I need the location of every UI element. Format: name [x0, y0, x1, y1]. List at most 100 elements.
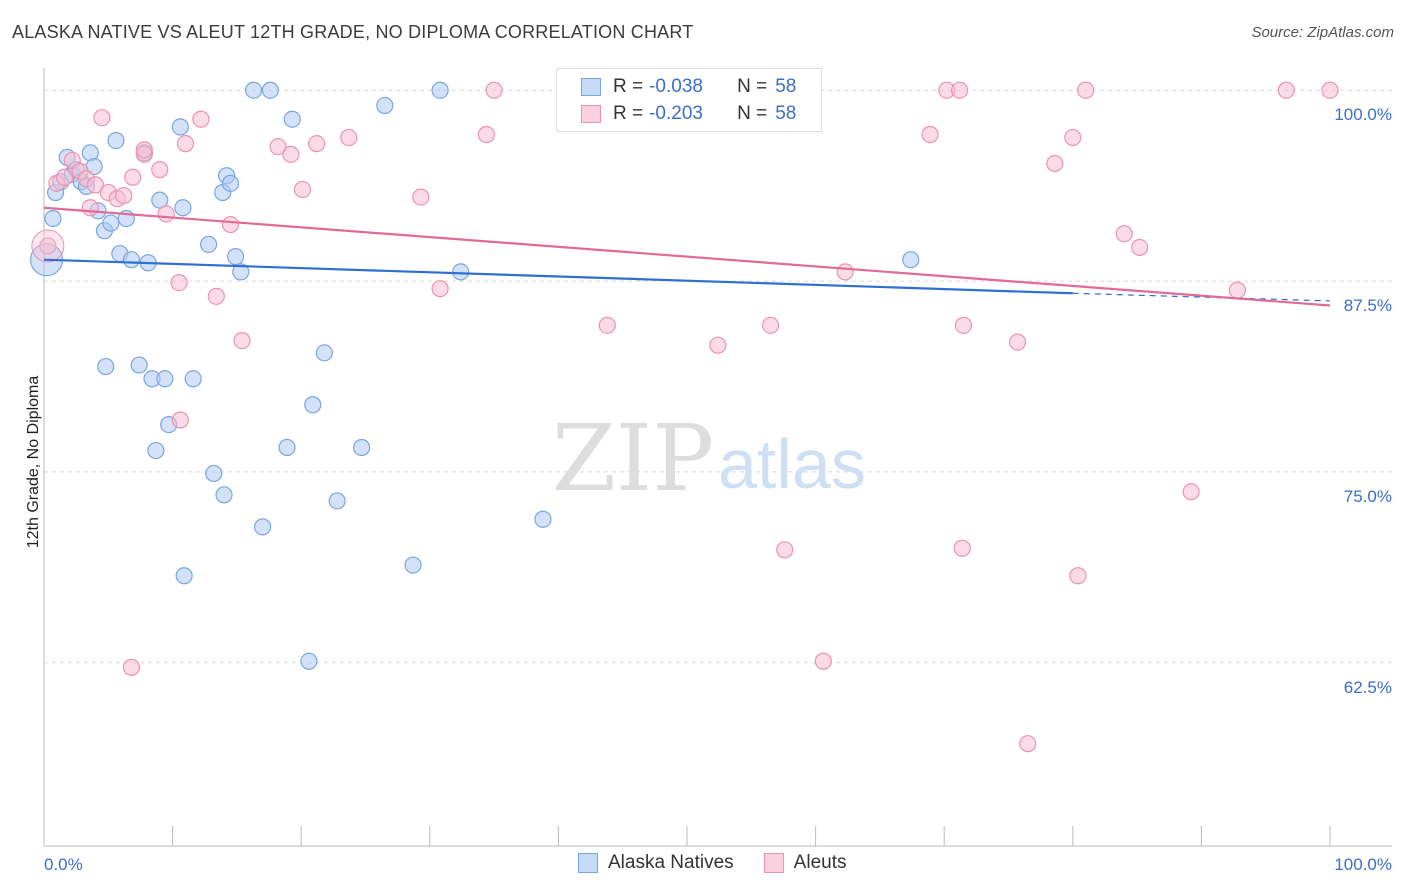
point-aleuts: [31, 229, 65, 263]
point-aleuts: [308, 135, 326, 153]
point-aleuts: [953, 539, 971, 557]
point-alaska-natives: [328, 492, 346, 510]
legend-item-alaska-natives[interactable]: Alaska Natives: [578, 852, 734, 874]
point-alaska-natives: [221, 174, 240, 192]
y-tick-label: 75.0%: [1344, 487, 1392, 506]
tick-labels: 62.5% 75.0% 87.5% 100.0% 0.0% 100.0% 12th Grad…: [25, 105, 1392, 874]
point-aleuts: [124, 168, 142, 186]
watermark-zip: ZIP: [552, 405, 714, 512]
legend-r-value: -0.038: [649, 76, 703, 97]
point-aleuts: [151, 161, 169, 179]
point-aleuts: [1115, 225, 1133, 243]
point-aleuts: [282, 145, 300, 163]
legend-swatch-pink: [763, 853, 784, 873]
point-aleuts: [1131, 238, 1149, 257]
trend-line-alaska-natives-extension: [1072, 292, 1331, 302]
point-alaska-natives: [315, 344, 333, 362]
point-aleuts: [293, 180, 312, 199]
point-aleuts: [1069, 567, 1087, 585]
point-aleuts: [340, 128, 358, 147]
point-aleuts: [412, 188, 430, 206]
legend-n-label: N =: [737, 103, 768, 124]
point-alaska-natives: [174, 199, 192, 217]
point-alaska-natives: [278, 438, 296, 457]
y-tick-label: 62.5%: [1344, 678, 1392, 697]
point-alaska-natives: [261, 81, 279, 99]
watermark-atlas: atlas: [718, 425, 866, 503]
trend-lines: [43, 206, 1331, 307]
point-alaska-natives: [452, 263, 470, 281]
point-aleuts: [598, 316, 616, 334]
x-tick-label: 100.0%: [1334, 855, 1392, 874]
point-alaska-natives: [254, 518, 272, 536]
trend-line-aleuts: [43, 206, 1331, 307]
legend-row-aleuts: R = -0.203 N = 58: [581, 102, 796, 126]
point-alaska-natives: [175, 567, 193, 585]
point-alaska-natives: [404, 556, 422, 574]
point-alaska-natives: [107, 132, 125, 150]
y-tick-label: 87.5%: [1344, 296, 1392, 315]
point-alaska-natives: [431, 81, 449, 99]
point-alaska-natives: [304, 396, 322, 414]
legend-n-label: N =: [737, 76, 768, 97]
point-aleuts: [431, 280, 449, 298]
point-aleuts: [477, 125, 495, 144]
chart-source: Source: ZipAtlas.com: [1251, 24, 1394, 41]
point-aleuts: [1046, 154, 1064, 173]
point-alaska-natives: [227, 248, 245, 266]
point-aleuts: [39, 237, 57, 255]
point-alaska-natives: [44, 209, 62, 228]
point-alaska-natives: [122, 251, 141, 269]
legend-n-value: 58: [775, 76, 797, 97]
legend-swatch-blue: [581, 78, 601, 96]
point-alaska-natives: [283, 110, 301, 128]
point-aleuts: [951, 81, 969, 99]
x-tick-label: 0.0%: [44, 855, 83, 874]
series-legend: Alaska Natives Aleuts: [578, 852, 876, 874]
legend-item-aleuts[interactable]: Aleuts: [763, 852, 847, 874]
point-aleuts: [135, 141, 153, 159]
point-alaska-natives: [534, 510, 552, 528]
legend-swatch-blue: [578, 853, 598, 873]
legend-label-aleuts: Aleuts: [793, 852, 847, 873]
legend-r-label: R =: [613, 76, 644, 97]
point-alaska-natives: [215, 486, 233, 504]
y-tick-label: 100.0%: [1334, 105, 1392, 124]
trend-line-alaska-natives: [43, 258, 1073, 295]
point-aleuts: [176, 135, 195, 153]
point-alaska-natives: [245, 81, 263, 99]
legend-r-label: R =: [613, 103, 644, 124]
point-aleuts: [814, 652, 832, 670]
point-aleuts: [1277, 81, 1295, 99]
point-alaska-natives: [147, 441, 165, 460]
point-aleuts: [921, 125, 939, 144]
grid-lines: [44, 89, 1392, 664]
point-aleuts: [81, 199, 99, 217]
point-aleuts: [233, 332, 251, 350]
point-aleuts: [171, 411, 189, 429]
point-alaska-natives: [171, 118, 189, 136]
point-aleuts: [1182, 483, 1200, 501]
point-alaska-natives: [97, 357, 115, 376]
point-alaska-natives: [184, 370, 202, 388]
point-aleuts: [115, 186, 133, 205]
point-aleuts: [1321, 81, 1339, 99]
point-aleuts: [1008, 333, 1027, 351]
point-aleuts: [761, 316, 780, 334]
y-axis-title: 12th Grade, No Diploma: [25, 376, 42, 549]
point-alaska-natives: [902, 251, 920, 269]
point-aleuts: [55, 168, 74, 186]
point-aleuts: [122, 658, 141, 676]
point-alaska-natives: [156, 370, 174, 388]
point-alaska-natives: [200, 235, 218, 254]
point-aleuts: [93, 109, 111, 127]
point-aleuts: [269, 138, 287, 156]
point-aleuts: [836, 263, 854, 281]
point-alaska-natives: [353, 438, 371, 457]
point-alaska-natives: [130, 356, 148, 374]
chart-title: ALASKA NATIVE VS ALEUT 12TH GRADE, NO DI…: [12, 22, 694, 42]
point-aleuts: [1064, 128, 1082, 147]
legend-swatch-pink: [581, 105, 601, 123]
axes: [43, 68, 1392, 847]
